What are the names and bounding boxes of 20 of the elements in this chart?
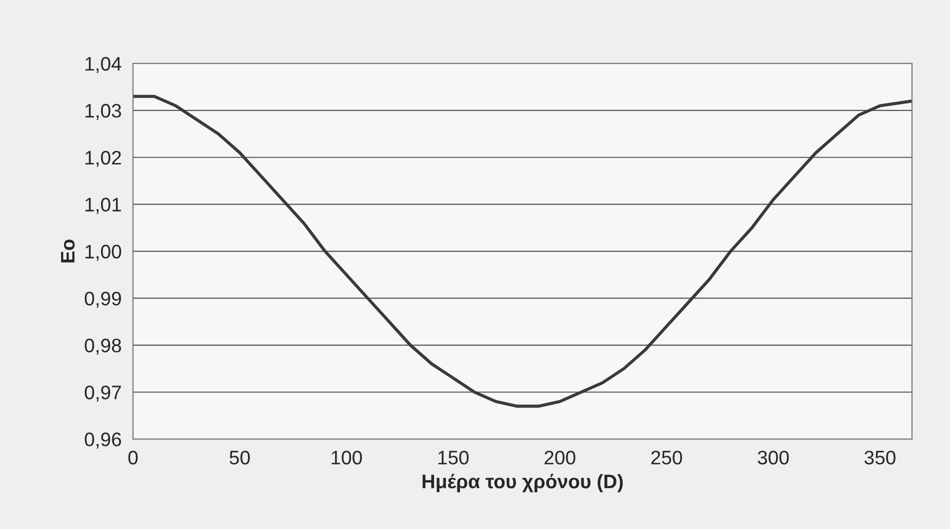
y-tick-label: 0,98 <box>84 338 122 355</box>
y-tick-label: 1,01 <box>86 198 121 214</box>
x-tick-label: 250 <box>651 450 682 464</box>
y-tick-label: 0,97 <box>84 386 121 402</box>
x-tick-label: 200 <box>544 450 576 464</box>
y-tick-label: 1,00 <box>86 244 122 261</box>
x-tick-label: 0 <box>128 450 138 464</box>
x-tick-label: 350 <box>864 450 896 464</box>
y-tick-label: 0,96 <box>84 432 122 449</box>
y-axis-title: Eo <box>61 240 75 262</box>
y-tick-label: 1,03 <box>86 104 122 120</box>
x-tick-label: 300 <box>758 450 789 464</box>
x-axis-title: Ημέρα του χρόνου (D) <box>422 474 623 492</box>
x-tick-label: 150 <box>438 450 469 464</box>
x-tick-label: 100 <box>332 450 362 464</box>
y-tick-label: 0,99 <box>84 292 121 308</box>
y-tick-label: 1,02 <box>86 150 121 167</box>
y-tick-label: 1,04 <box>86 56 122 74</box>
line-series <box>133 94 912 408</box>
x-tick-label: 50 <box>230 450 250 464</box>
